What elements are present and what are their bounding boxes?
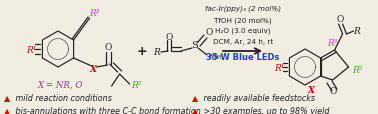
- Text: R²: R²: [132, 81, 142, 90]
- Text: S: S: [192, 41, 198, 50]
- Text: X = NR, O: X = NR, O: [37, 80, 83, 89]
- Text: O: O: [165, 33, 173, 42]
- Text: readily available feedstocks: readily available feedstocks: [201, 93, 315, 102]
- Text: O: O: [105, 43, 112, 52]
- Text: H₂O (3.0 equiv): H₂O (3.0 equiv): [215, 28, 271, 34]
- Text: mild reaction conditions: mild reaction conditions: [13, 93, 112, 102]
- Text: R¹: R¹: [274, 64, 284, 73]
- Text: R¹: R¹: [26, 46, 36, 55]
- Text: >30 examples, up to 98% yield: >30 examples, up to 98% yield: [201, 106, 330, 114]
- Text: O: O: [337, 14, 344, 23]
- Text: X: X: [307, 86, 314, 95]
- Text: R: R: [353, 26, 360, 35]
- Text: ▲: ▲: [4, 106, 10, 114]
- Text: O: O: [329, 87, 337, 96]
- Text: fac-Ir(ppy)₃ (2 mol%): fac-Ir(ppy)₃ (2 mol%): [205, 6, 281, 12]
- Text: ▲: ▲: [192, 106, 198, 114]
- Text: R²: R²: [352, 66, 363, 75]
- Text: R³: R³: [90, 9, 100, 18]
- Text: +: +: [137, 45, 147, 58]
- Text: TfOH (20 mol%): TfOH (20 mol%): [214, 17, 272, 23]
- Text: 35 W Blue LEDs: 35 W Blue LEDs: [206, 53, 280, 61]
- Text: bis-annulations with three C-C bond formation: bis-annulations with three C-C bond form…: [13, 106, 201, 114]
- Text: O: O: [205, 28, 213, 37]
- Text: ▲: ▲: [4, 93, 10, 102]
- Text: DCM, Ar, 24 h, rt: DCM, Ar, 24 h, rt: [213, 39, 273, 45]
- Text: Me: Me: [208, 53, 222, 60]
- Text: ▲: ▲: [192, 93, 198, 102]
- Text: R³: R³: [327, 39, 338, 48]
- Text: R: R: [153, 48, 160, 57]
- Text: X: X: [89, 65, 96, 74]
